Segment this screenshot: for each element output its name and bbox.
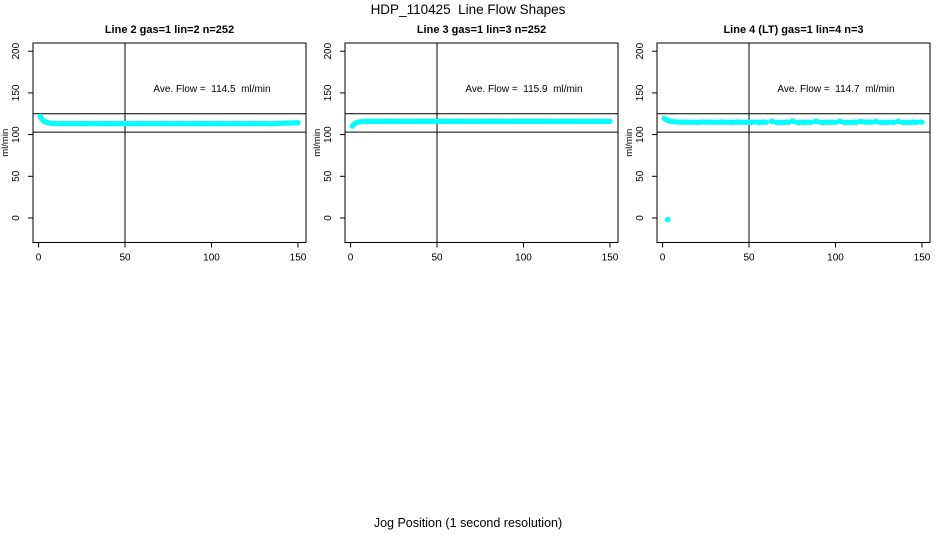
y-tick-label: 150 [323,84,334,101]
data-point-band [661,115,756,126]
data-point-band [349,118,613,129]
x-tick-label: 150 [602,253,619,264]
panel-title: Line 2 gas=1 lin=2 n=252 [104,24,235,36]
y-tick-label: 200 [635,42,646,59]
x-axis-label: Jog Position (1 second resolution) [373,516,563,530]
chart-title: HDP_110425 Line Flow Shapes [370,2,566,17]
y-tick-label: 150 [11,84,22,101]
panel-plot-0: 0 50 100 150 0 50 100 150 200 ml/min [0,42,307,264]
y-tick-label: 0 [323,215,334,221]
ave-flow-annotation: Ave. Flow = 114.5 ml/min [153,84,271,95]
y-tick-label: 150 [635,84,646,101]
y-axis-label: ml/min [624,129,635,157]
data-point-band [819,119,839,126]
y-tick-label: 200 [11,42,22,59]
panel-title: Line 3 gas=1 lin=3 n=252 [416,24,547,36]
x-tick-label: 0 [660,253,666,264]
x-tick-label: 50 [119,253,131,264]
panel-plot-2: 0 50 100 150 0 50 100 150 200 ml/min [624,42,931,264]
y-tick-label: 50 [11,170,22,182]
x-tick-label: 50 [431,253,443,264]
panel-title: Line 4 (LT) gas=1 lin=4 n=3 [723,24,864,36]
x-tick-label: 100 [203,253,220,264]
panel-line3: Line 3 gas=1 lin=3 n=252 0 50 100 150 0 50 100… [312,0,624,280]
y-tick-label: 200 [323,42,334,59]
data-point-band [857,118,875,125]
y-tick-label: 100 [635,126,646,143]
x-tick-label: 100 [827,253,844,264]
data-point-band [900,119,920,126]
y-tick-label: 0 [635,215,646,221]
data-point-band [753,119,769,126]
x-tick-label: 150 [290,253,307,264]
outlier-point [664,216,671,223]
y-tick-label: 50 [323,170,334,182]
plot-box [344,42,619,243]
ave-flow-annotation: Ave. Flow = 115.9 ml/min [465,84,583,95]
panel-plot-1: 0 50 100 150 0 50 100 150 200 ml/min [312,42,619,264]
x-tick-label: 0 [348,253,354,264]
panel-line4: Line 4 (LT) gas=1 lin=4 n=3 0 50 100 150 0 50… [624,0,936,280]
y-axis-label: ml/min [0,129,11,157]
plot-box [656,42,931,243]
data-point-band [841,119,859,126]
x-tick-label: 0 [36,253,42,264]
ave-flow-annotation: Ave. Flow = 114.7 ml/min [777,84,895,95]
x-tick-label: 150 [914,253,931,264]
data-point-band [37,113,301,127]
plot-box [32,42,307,243]
y-tick-label: 100 [323,126,334,143]
x-tick-label: 100 [515,253,532,264]
data-point-band [877,119,897,126]
y-axis-label: ml/min [312,129,323,157]
data-point-band [774,119,792,126]
y-tick-label: 50 [635,170,646,182]
panel-line2: Line 2 gas=1 lin=2 n=252 0 50 100 150 0 50 100… [0,0,312,280]
x-tick-label: 50 [743,253,755,264]
data-point-band [794,119,814,126]
y-tick-label: 100 [11,126,22,143]
y-tick-label: 0 [11,215,22,221]
